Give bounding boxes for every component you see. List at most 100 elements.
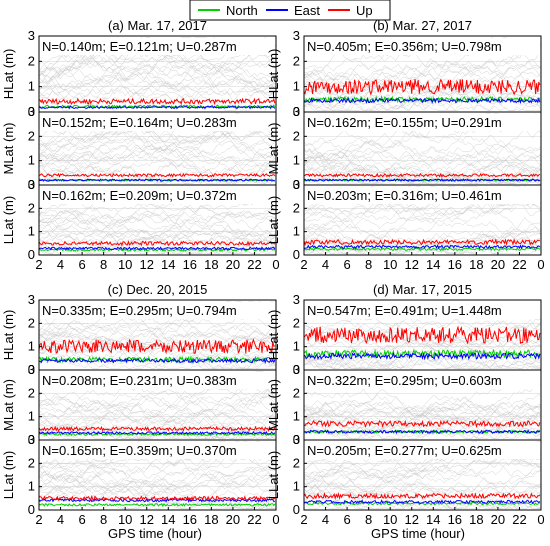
stats-background xyxy=(40,38,275,55)
x-tick-label: 8 xyxy=(365,512,372,527)
y-tick-label: 1 xyxy=(293,224,300,239)
background-trace xyxy=(38,473,277,494)
y-tick-label: 2 xyxy=(293,128,300,143)
stats-text: N=0.208m; E=0.231m; U=0.383m xyxy=(42,373,237,388)
y-tick-label: 3 xyxy=(28,177,35,192)
background-trace xyxy=(303,163,542,185)
y-tick-label: 3 xyxy=(293,104,300,119)
background-trace xyxy=(303,453,542,499)
stats-background xyxy=(305,302,540,319)
y-tick-label: 3 xyxy=(293,292,300,307)
y-tick-label: 2 xyxy=(293,200,300,215)
background-trace xyxy=(38,385,277,412)
background-trace xyxy=(38,353,277,370)
x-tick-label: 4 xyxy=(57,512,64,527)
background-trace xyxy=(303,393,542,433)
background-trace xyxy=(303,224,542,253)
x-tick-label: 22 xyxy=(512,257,526,272)
stats-background xyxy=(305,38,540,55)
background-trace xyxy=(303,346,541,370)
series-line-north xyxy=(303,348,541,359)
y-tick-label: 3 xyxy=(28,362,35,377)
stats-background xyxy=(305,372,540,389)
y-axis-label: LLat (m) xyxy=(1,196,16,244)
x-tick-label: 0 xyxy=(537,512,544,527)
y-tick-label: 0 xyxy=(28,362,35,377)
background-trace xyxy=(38,76,277,106)
background-trace xyxy=(38,206,277,237)
background-trace xyxy=(38,399,277,423)
series-line-east xyxy=(38,497,275,503)
stats-text: N=0.152m; E=0.164m; U=0.283m xyxy=(42,115,237,130)
y-tick-label: 3 xyxy=(28,432,35,447)
y-tick-label: 3 xyxy=(293,432,300,447)
y-tick-label: 1 xyxy=(28,224,35,239)
background-trace xyxy=(303,160,542,181)
background-trace xyxy=(303,402,542,436)
legend-label-north: North xyxy=(226,3,258,18)
background-trace xyxy=(303,87,542,112)
background-trace xyxy=(303,329,542,358)
x-tick-label: 12 xyxy=(404,512,418,527)
x-tick-label: 2 xyxy=(35,257,42,272)
background-trace xyxy=(38,319,277,346)
background-trace xyxy=(303,140,542,176)
series-line-east xyxy=(38,357,276,365)
x-tick-label: 6 xyxy=(78,257,85,272)
background-trace xyxy=(303,200,542,232)
series-line-east xyxy=(303,96,541,105)
y-axis-label: MLat (m) xyxy=(1,123,16,175)
subplot-hlat: 0 1 2 3 HLat (m) N=0.335m; E=0.295m; U=0.794m xyxy=(1,292,277,377)
background-trace xyxy=(38,48,277,87)
y-tick-label: 2 xyxy=(28,53,35,68)
y-tick-label: 2 xyxy=(293,53,300,68)
background-trace xyxy=(38,63,277,94)
background-trace xyxy=(38,355,277,370)
subplot-frame xyxy=(303,184,542,256)
series-line-north xyxy=(38,502,276,508)
background-trace xyxy=(38,204,277,230)
x-tick-label: 12 xyxy=(139,257,153,272)
background-trace xyxy=(303,402,542,438)
background-trace xyxy=(38,332,277,365)
background-trace xyxy=(38,482,277,510)
background-trace xyxy=(38,141,277,167)
x-tick-label: 2 xyxy=(300,257,307,272)
background-trace xyxy=(38,216,277,244)
background-trace xyxy=(303,95,541,112)
background-trace xyxy=(303,478,542,510)
background-trace xyxy=(38,466,277,501)
x-tick-label: 6 xyxy=(343,512,350,527)
subplot-frame xyxy=(303,439,542,511)
background-trace xyxy=(303,410,541,440)
y-tick-label: 0 xyxy=(293,177,300,192)
series-line-east xyxy=(303,351,541,361)
background-trace xyxy=(38,207,277,225)
background-trace xyxy=(38,127,277,177)
background-trace xyxy=(38,323,277,345)
background-trace xyxy=(303,198,542,235)
background-trace xyxy=(38,320,277,341)
background-trace xyxy=(38,209,277,245)
stats-text: N=0.205m; E=0.277m; U=0.625m xyxy=(307,443,502,458)
stats-text: N=0.162m; E=0.209m; U=0.372m xyxy=(42,188,237,203)
background-trace xyxy=(38,418,277,440)
background-trace xyxy=(303,324,542,362)
background-trace xyxy=(38,157,277,185)
stats-text: N=0.140m; E=0.121m; U=0.287m xyxy=(42,39,237,54)
y-tick-label: 3 xyxy=(28,292,35,307)
background-trace xyxy=(38,189,277,243)
x-tick-label: 4 xyxy=(57,257,64,272)
y-axis-label: LLat (m) xyxy=(1,451,16,499)
x-tick-label: 20 xyxy=(226,257,240,272)
series-line-up xyxy=(38,494,276,502)
background-trace xyxy=(303,207,542,246)
subplot-mlat: 0 1 2 3 MLat (m) N=0.208m; E=0.231m; U=0.383m xyxy=(1,362,277,447)
series-line-up xyxy=(303,172,541,178)
